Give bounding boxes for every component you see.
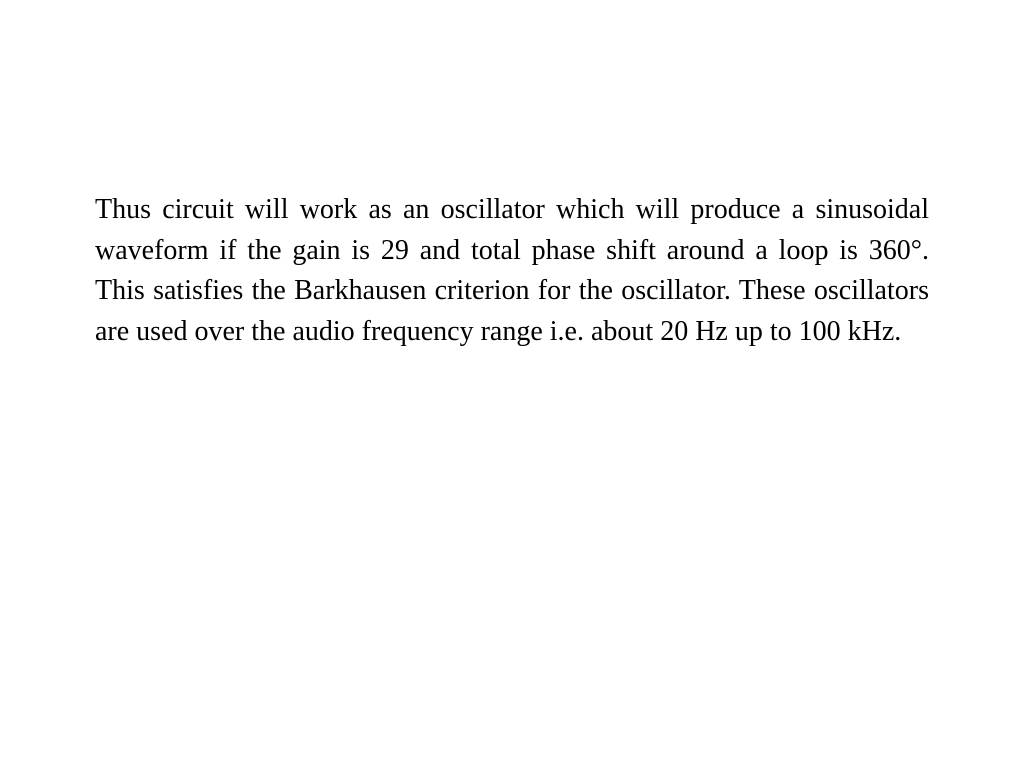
body-paragraph: Thus circuit will work as an oscillator …	[95, 190, 929, 352]
page-container: Thus circuit will work as an oscillator …	[0, 0, 1024, 768]
